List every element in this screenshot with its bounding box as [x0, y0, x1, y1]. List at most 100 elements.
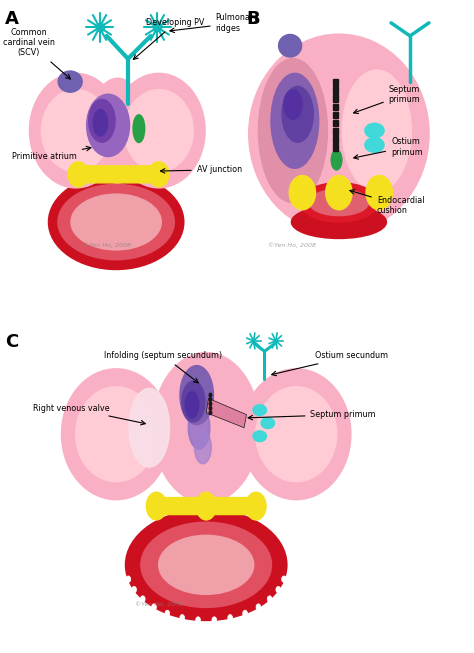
Ellipse shape [365, 123, 384, 138]
Ellipse shape [283, 86, 313, 142]
Ellipse shape [42, 89, 110, 171]
Circle shape [267, 596, 272, 602]
FancyBboxPatch shape [333, 95, 338, 102]
Circle shape [209, 393, 212, 397]
Text: ©Yen Ho, 2008: ©Yen Ho, 2008 [135, 601, 183, 607]
Ellipse shape [87, 94, 129, 156]
Ellipse shape [196, 492, 216, 520]
Ellipse shape [126, 509, 287, 620]
Ellipse shape [159, 535, 254, 594]
Ellipse shape [141, 522, 271, 607]
Circle shape [180, 614, 184, 621]
Ellipse shape [331, 150, 342, 170]
Circle shape [276, 586, 281, 593]
Ellipse shape [289, 176, 316, 210]
Circle shape [282, 576, 286, 582]
Ellipse shape [58, 71, 82, 92]
Text: Infolding (septum secundum): Infolding (septum secundum) [104, 351, 223, 383]
Ellipse shape [153, 353, 259, 503]
Polygon shape [206, 398, 246, 428]
Ellipse shape [242, 369, 351, 500]
FancyBboxPatch shape [160, 498, 253, 515]
Ellipse shape [71, 195, 161, 249]
Ellipse shape [133, 115, 145, 142]
Text: Right venous valve: Right venous valve [33, 404, 146, 425]
Text: Pulmonary
ridges: Pulmonary ridges [170, 13, 259, 33]
Ellipse shape [62, 369, 171, 500]
Ellipse shape [309, 189, 368, 215]
Ellipse shape [292, 206, 386, 238]
FancyBboxPatch shape [333, 79, 338, 86]
Ellipse shape [246, 492, 266, 520]
Ellipse shape [49, 174, 183, 269]
Text: Septum
primum: Septum primum [354, 85, 420, 114]
Ellipse shape [256, 387, 337, 481]
Text: Endocardial
cushion: Endocardial cushion [350, 189, 424, 215]
Text: Ostium secundum: Ostium secundum [272, 351, 388, 375]
Text: Primitive atrium: Primitive atrium [12, 146, 91, 161]
Ellipse shape [261, 418, 274, 428]
Text: Ostium
primum: Ostium primum [354, 137, 423, 159]
FancyBboxPatch shape [333, 112, 338, 118]
Ellipse shape [29, 73, 122, 188]
Ellipse shape [259, 59, 327, 202]
Circle shape [209, 406, 212, 410]
Ellipse shape [93, 110, 108, 136]
Ellipse shape [68, 162, 88, 187]
Text: AV junction: AV junction [160, 165, 242, 174]
Ellipse shape [180, 366, 213, 424]
Text: A: A [5, 10, 18, 28]
FancyBboxPatch shape [79, 166, 157, 183]
Ellipse shape [194, 431, 211, 464]
Text: C: C [5, 333, 18, 351]
Ellipse shape [253, 431, 266, 441]
Circle shape [126, 576, 131, 582]
Circle shape [256, 604, 261, 611]
Ellipse shape [284, 89, 302, 119]
Ellipse shape [129, 389, 170, 467]
Text: Common
cardinal vein
(SCV): Common cardinal vein (SCV) [2, 27, 71, 79]
FancyBboxPatch shape [333, 103, 338, 110]
Text: B: B [246, 10, 260, 28]
Ellipse shape [58, 184, 174, 259]
Text: Septum primum: Septum primum [248, 410, 376, 420]
Ellipse shape [89, 78, 146, 183]
FancyBboxPatch shape [333, 136, 338, 142]
Ellipse shape [113, 73, 205, 188]
Ellipse shape [76, 387, 156, 481]
FancyBboxPatch shape [333, 128, 338, 135]
Circle shape [132, 586, 137, 593]
FancyBboxPatch shape [333, 144, 338, 151]
Circle shape [165, 610, 170, 616]
Text: Developing PV: Developing PV [133, 18, 205, 59]
Ellipse shape [146, 492, 166, 520]
Circle shape [209, 402, 212, 406]
Circle shape [196, 617, 201, 624]
Ellipse shape [124, 89, 193, 171]
Ellipse shape [253, 405, 266, 415]
Ellipse shape [271, 74, 319, 168]
Text: ©Yen Ho, 2008: ©Yen Ho, 2008 [268, 242, 316, 248]
Ellipse shape [182, 381, 205, 422]
Circle shape [209, 398, 212, 402]
Circle shape [212, 617, 217, 624]
Ellipse shape [149, 162, 169, 187]
Circle shape [209, 411, 212, 415]
Ellipse shape [279, 35, 301, 57]
Ellipse shape [326, 176, 352, 210]
Ellipse shape [185, 392, 199, 418]
Circle shape [152, 604, 156, 611]
Text: ©Yen Ho, 2008: ©Yen Ho, 2008 [83, 242, 131, 248]
Ellipse shape [366, 176, 392, 210]
Ellipse shape [89, 99, 115, 142]
Ellipse shape [249, 34, 429, 233]
Circle shape [243, 610, 247, 616]
Ellipse shape [188, 406, 210, 449]
FancyBboxPatch shape [333, 120, 338, 127]
Circle shape [140, 596, 145, 602]
FancyBboxPatch shape [333, 87, 338, 93]
Ellipse shape [300, 183, 378, 222]
Ellipse shape [342, 70, 411, 191]
Circle shape [228, 614, 233, 621]
Ellipse shape [365, 138, 384, 152]
